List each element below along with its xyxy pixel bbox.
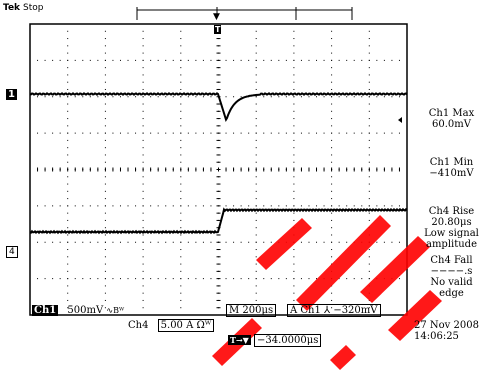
- ch1-readout: Ch1 500mV ∿Βᵂ: [32, 305, 124, 316]
- ch4-readout: Ch4 5.00 A Ωᵂ: [128, 319, 215, 332]
- trigger-marker-icon: ▼: [213, 12, 220, 22]
- ch1-min-measurement: Ch1 Min −410mV: [412, 157, 491, 179]
- record-bar: [136, 7, 353, 20]
- graticule-grid: [29, 23, 400, 316]
- ch4-rise-label: Ch4 Rise: [428, 206, 475, 217]
- ch4-rise-note1: Low signal: [424, 228, 479, 239]
- ch1-ground-marker: 1: [6, 89, 17, 100]
- trigger-value: A Ch1 ⅄ −320mV: [287, 304, 381, 317]
- ch4-scale: 5.00 A Ωᵂ: [157, 319, 215, 332]
- time-label: 14:06:25: [414, 331, 459, 342]
- timebase-value: M 200μs: [226, 304, 277, 317]
- ch1-max-measurement: Ch1 Max 60.0mV: [412, 108, 491, 130]
- ch4-fall-note2: edge: [439, 288, 464, 299]
- measurement-arrow-icon: [398, 117, 402, 123]
- trigger-position-value: −34.0000μs: [254, 334, 322, 347]
- ch1-coupling-icon: ∿Βᵂ: [106, 306, 125, 315]
- acquisition-state: Stop: [23, 3, 44, 13]
- ch4-trace: [29, 207, 408, 235]
- ch1-min-value: −410mV: [429, 168, 474, 179]
- brand-label: Tek: [3, 3, 21, 13]
- ch4-fall-note1: No valid: [430, 277, 473, 288]
- timebase-readout: M 200μs: [226, 304, 277, 317]
- ch1-label: Ch1: [32, 305, 59, 316]
- ch4-rise-measurement: Ch4 Rise 20.80μs Low signal amplitude: [412, 206, 491, 250]
- ch4-ground-marker: 4: [6, 246, 18, 258]
- ch1-scale: 500mV: [67, 305, 104, 316]
- ch4-fall-measurement: Ch4 Fall −−−−.s No valid edge: [412, 255, 491, 299]
- timestamp: 27 Nov 2008 14:06:25: [414, 320, 479, 342]
- ch1-min-label: Ch1 Min: [429, 157, 474, 168]
- ch4-rise-note2: amplitude: [425, 239, 478, 250]
- trigger-position-icon: T: [214, 25, 222, 34]
- ch1-trace: [30, 92, 408, 122]
- date-label: 27 Nov 2008: [414, 320, 479, 331]
- trigger-position-readout: T→▼ −34.0000μs: [228, 334, 322, 347]
- ch4-fall-label: Ch4 Fall: [430, 255, 473, 266]
- trigger-position-marker-icon: T→▼: [228, 335, 251, 345]
- trigger-readout: A Ch1 ⅄ −320mV: [287, 304, 381, 317]
- ch1-max-value: 60.0mV: [432, 119, 471, 130]
- ch4-label: Ch4: [128, 320, 149, 331]
- ch4-rise-value: 20.80μs: [431, 217, 472, 228]
- ch4-fall-value: −−−−.s: [430, 266, 473, 277]
- ch1-max-label: Ch1 Max: [428, 108, 475, 119]
